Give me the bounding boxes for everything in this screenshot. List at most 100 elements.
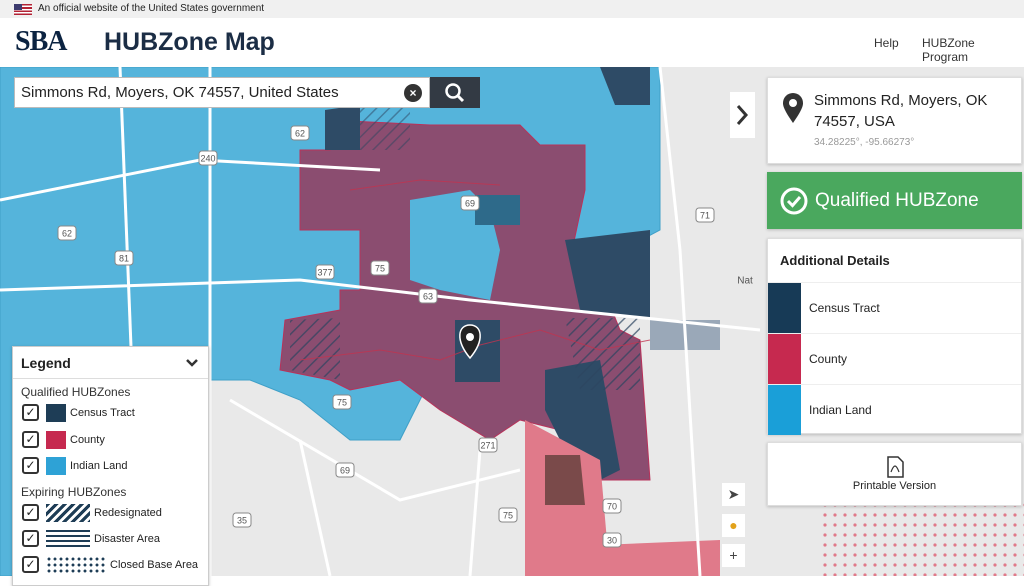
road-shield (232, 512, 252, 528)
road-label: 30 (607, 536, 617, 546)
road-label: 75 (375, 264, 385, 274)
pin-icon (783, 93, 803, 123)
road-label: 62 (295, 129, 305, 139)
legend-swatch (46, 504, 90, 522)
detail-row: Census Tract (768, 282, 1021, 333)
road-label: 75 (337, 398, 347, 408)
legend-label: Indian Land (70, 460, 128, 472)
legend-label: Disaster Area (94, 533, 161, 545)
road-label: 62 (62, 229, 72, 239)
checkbox[interactable]: ✓ (22, 457, 39, 474)
printable-card[interactable]: Printable Version (767, 442, 1022, 506)
census-tract-area (545, 455, 585, 505)
road-shield (460, 195, 480, 211)
road-label: 81 (119, 254, 129, 264)
road-shield (57, 225, 77, 241)
logo[interactable]: SBA (15, 26, 67, 57)
checkbox[interactable]: ✓ (22, 431, 39, 448)
locate-button[interactable]: ➤ (722, 483, 745, 506)
panel-toggle[interactable] (730, 92, 755, 138)
checkbox[interactable]: ✓ (22, 504, 39, 521)
road-shield (478, 437, 498, 453)
road-label: 35 (237, 516, 247, 526)
road-shield (695, 207, 715, 223)
details-title: Additional Details (780, 253, 890, 268)
rivers (299, 179, 651, 361)
road-label: 271 (480, 441, 495, 451)
legend-heading: Expiring HUBZones (21, 485, 127, 499)
legend-title: Legend (21, 355, 71, 371)
chevron-right-icon (736, 105, 749, 125)
detail-swatch (768, 283, 801, 333)
clear-search-button[interactable]: × (404, 84, 422, 102)
road-label: 240 (200, 154, 215, 164)
status-banner: Qualified HUBZone (767, 172, 1022, 229)
gov-banner: An official website of the United States… (0, 0, 1024, 18)
check-icon (780, 187, 808, 215)
legend-label: County (70, 434, 105, 446)
census-tract-area (475, 195, 520, 225)
location-card: Simmons Rd, Moyers, OK 74557, USA 34.282… (767, 77, 1022, 164)
legend-swatch (46, 457, 66, 475)
detail-row: Indian Land (768, 384, 1021, 435)
legend-swatch (46, 530, 90, 548)
road-shield (315, 264, 335, 280)
road-shield (370, 260, 390, 276)
address: Simmons Rd, Moyers, OK 74557, USA (814, 92, 988, 130)
detail-label: Indian Land (809, 403, 872, 417)
road-label: 70 (607, 502, 617, 512)
census-tract-area (565, 230, 650, 320)
road-shield (290, 125, 310, 141)
flag-icon (14, 4, 32, 15)
redesignated-area (360, 105, 410, 150)
road-shield (418, 288, 438, 304)
road-shield (335, 462, 355, 478)
road-shield (602, 532, 622, 548)
detail-swatch (768, 334, 801, 384)
location-pin-dot (466, 333, 474, 341)
search-input[interactable]: Simmons Rd, Moyers, OK 74557, United Sta… (14, 77, 430, 108)
road-label: 69 (340, 466, 350, 476)
search-button[interactable] (430, 77, 480, 108)
detail-label: County (809, 352, 848, 366)
search-icon (445, 83, 465, 103)
road-shield (498, 507, 518, 523)
legend-heading: Qualified HUBZones (21, 385, 131, 399)
road-label: 75 (503, 511, 513, 521)
legend-header[interactable]: Legend (13, 347, 208, 379)
legend-swatch (46, 431, 66, 449)
road-shield (602, 498, 622, 514)
road-label: 71 (700, 211, 710, 221)
road-shield (114, 250, 134, 266)
detail-swatch (768, 385, 801, 435)
nav-link[interactable]: HUBZone Program (922, 36, 975, 64)
closed-base-area (820, 500, 1024, 576)
census-tract-area (600, 67, 650, 105)
place-label: Nat (737, 276, 753, 287)
road-label: 377 (317, 268, 332, 278)
nav-link[interactable]: Help (874, 36, 899, 50)
legend-label: Closed Base Area (110, 559, 199, 571)
redesignated-area (290, 318, 340, 380)
legend-swatch (46, 404, 66, 422)
street-view-button[interactable]: ● (722, 514, 745, 537)
coordinates: 34.28225°, -95.66273° (814, 137, 915, 148)
legend-swatch (46, 556, 106, 574)
road-label: 63 (423, 292, 433, 302)
checkbox[interactable]: ✓ (22, 556, 39, 573)
census-tract-area (325, 105, 360, 150)
county-area (600, 540, 720, 576)
legend-label: Redesignated (94, 507, 162, 519)
header: SBA HUBZone Map Help HUBZone Program (0, 18, 1024, 67)
legend-label: Census Tract (70, 407, 135, 419)
zoom-in-button[interactable]: + (722, 544, 745, 567)
legend-panel: Legend Qualified HUBZones ✓ Census Tract… (12, 346, 209, 586)
checkbox[interactable]: ✓ (22, 404, 39, 421)
printable-text: Printable Version (852, 480, 937, 492)
redesignated-area (565, 318, 640, 390)
road-shield (198, 150, 218, 166)
checkbox[interactable]: ✓ (22, 530, 39, 547)
road-label: 69 (465, 199, 475, 209)
location-pin (459, 324, 481, 360)
